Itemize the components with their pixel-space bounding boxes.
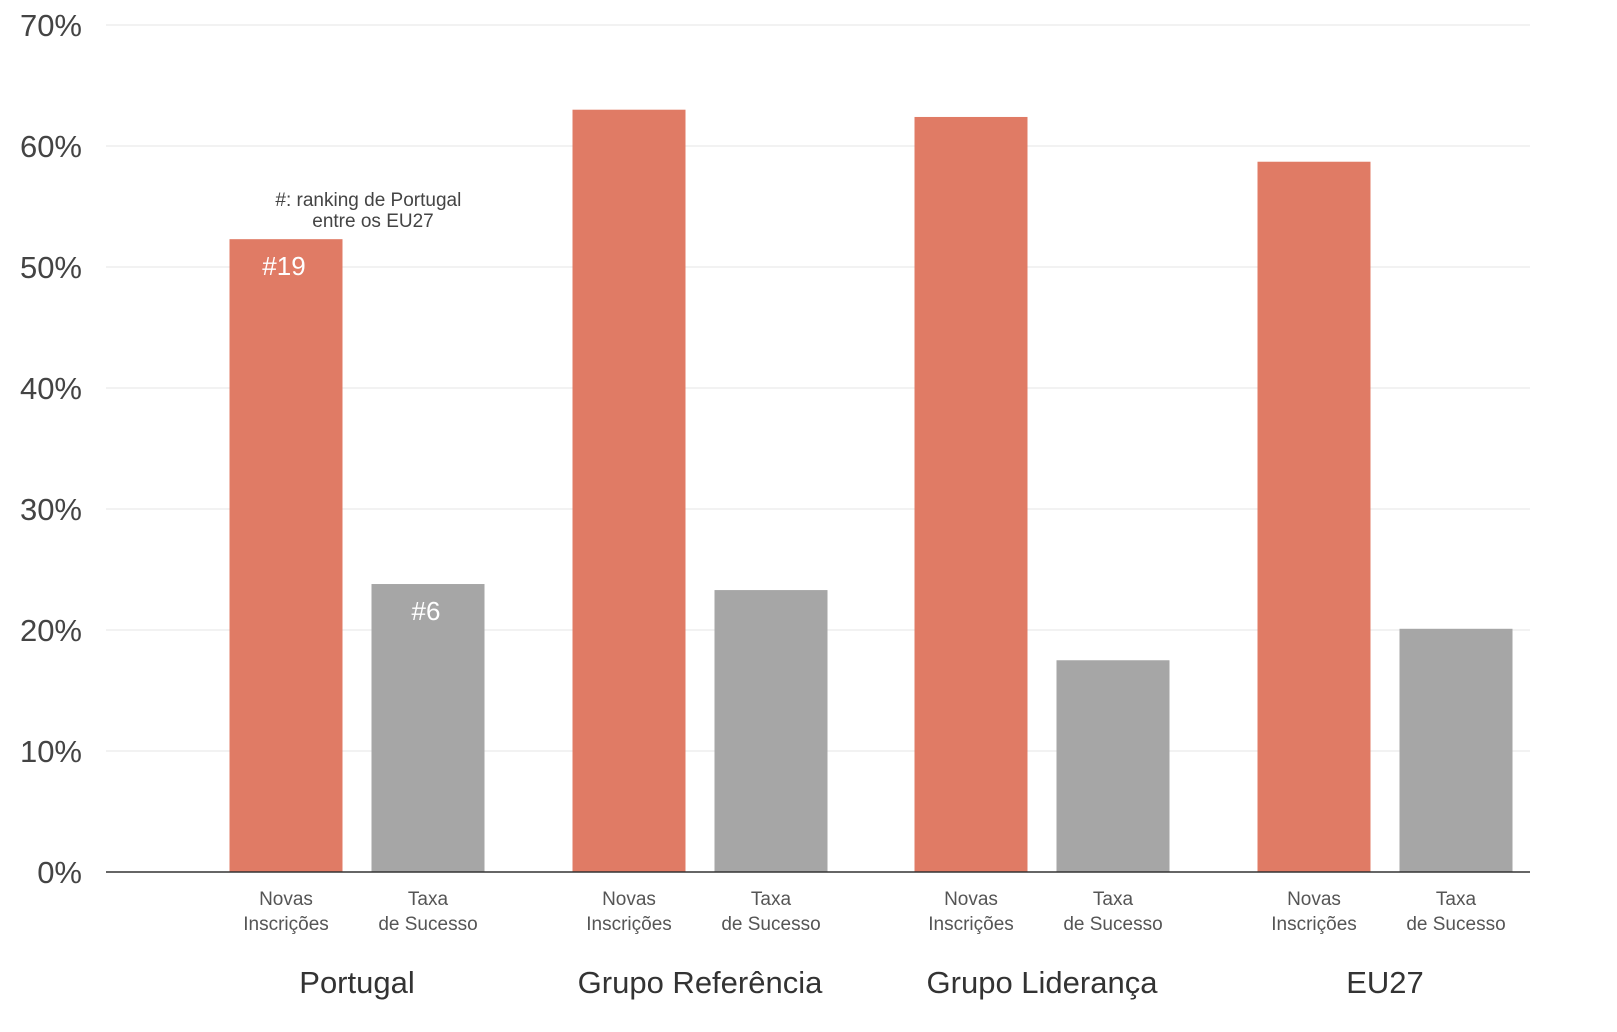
bar: [572, 109, 686, 872]
x-group-label: Grupo Referência: [578, 965, 823, 1000]
y-tick-label: 10%: [20, 734, 82, 769]
bar-value-label: #19: [262, 251, 305, 281]
y-tick-label: 60%: [20, 129, 82, 164]
x-tick-label: Taxa de Sucesso: [1063, 889, 1162, 935]
x-tick-label: Novas Inscrições: [586, 889, 672, 935]
x-tick-label: Taxa de Sucesso: [1406, 889, 1505, 935]
gridlines: [106, 24, 1530, 752]
x-axis: Novas Inscrições Taxa de Sucesso Novas Inscri…: [106, 871, 1530, 1000]
bar: [371, 584, 485, 872]
bar: [1056, 660, 1170, 872]
y-tick-label: 70%: [20, 8, 82, 43]
bars: #19 #6: [229, 109, 1513, 873]
ranking-note-line-2: entre os EU27: [312, 211, 433, 232]
x-tick-label: Novas Inscrições: [928, 889, 1014, 935]
bar: [914, 116, 1028, 872]
x-tick-label: Novas Inscrições: [243, 889, 329, 935]
y-tick-label: 40%: [20, 371, 82, 406]
y-tick-label: 20%: [20, 613, 82, 648]
bar-value-label: #6: [412, 596, 441, 626]
x-group-label: Portugal: [299, 965, 414, 1000]
y-axis: 0% 10% 20% 30% 40% 50% 60% 70%: [20, 8, 82, 890]
x-group-label: Grupo Liderança: [927, 965, 1159, 1000]
x-tick-label: Novas Inscrições: [1271, 889, 1357, 935]
y-tick-label: 50%: [20, 250, 82, 285]
x-tick-label: Taxa de Sucesso: [721, 889, 820, 935]
bar: [1257, 161, 1371, 873]
x-group-label: EU27: [1346, 965, 1424, 1000]
ranking-note-line-1: #: ranking de Portugal: [275, 190, 461, 211]
ranking-note: #: ranking de Portugal entre os EU27: [275, 190, 466, 232]
bar: [714, 590, 828, 872]
x-tick-label: Taxa de Sucesso: [378, 889, 477, 935]
bar: [229, 239, 343, 873]
y-tick-label: 0%: [37, 855, 82, 890]
y-tick-label: 30%: [20, 492, 82, 527]
bar: [1399, 628, 1513, 872]
